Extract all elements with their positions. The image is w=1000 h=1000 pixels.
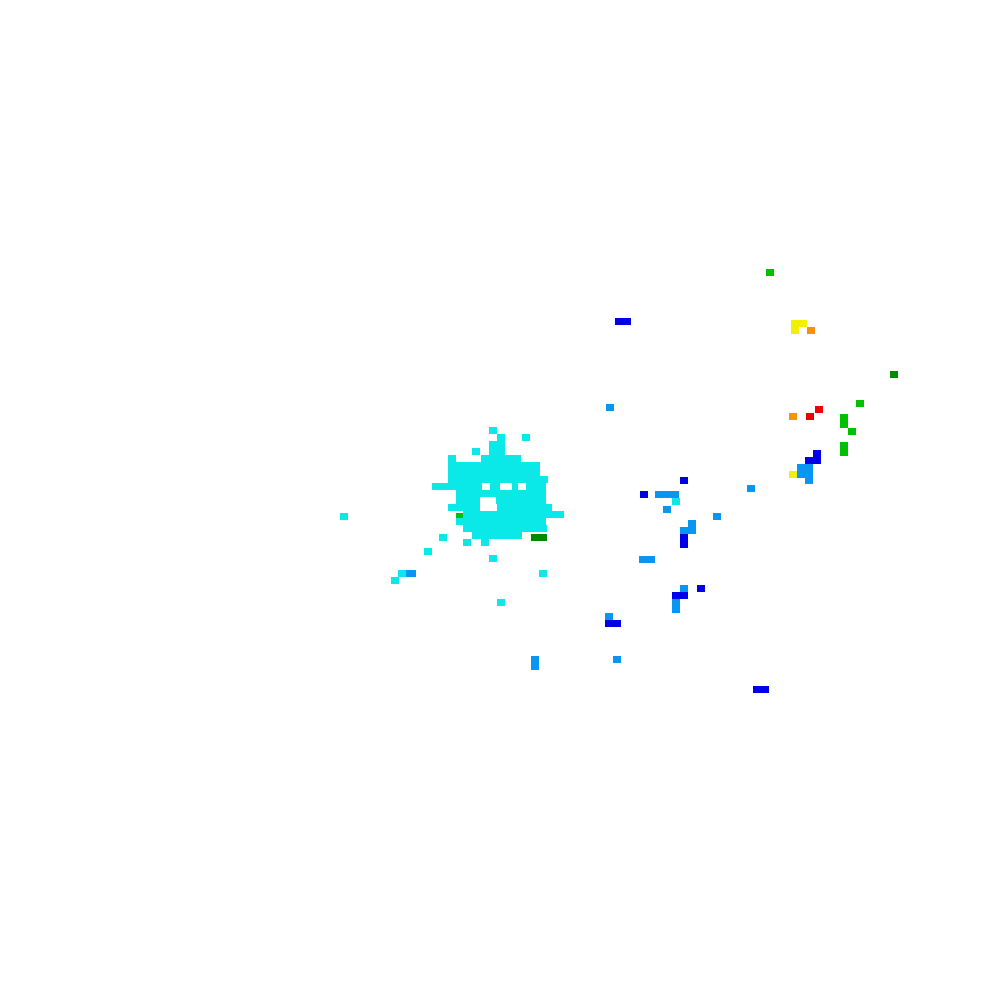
pixel-block xyxy=(439,534,447,541)
pixel-block xyxy=(840,414,848,428)
pixel-block xyxy=(848,428,856,435)
pixel-block xyxy=(815,406,823,413)
pixel-block xyxy=(791,327,799,334)
pixel-block xyxy=(340,513,348,520)
pixel-block xyxy=(531,534,547,541)
pixel-block xyxy=(448,504,480,511)
pixel-block xyxy=(680,534,688,548)
pixel-block xyxy=(789,471,797,478)
pixel-block xyxy=(672,599,680,613)
pixel-block xyxy=(404,570,416,577)
pixel-block xyxy=(805,457,821,464)
pixel-block xyxy=(655,491,679,498)
pixel-block xyxy=(766,269,774,276)
pixel-block xyxy=(497,434,505,441)
pixel-block xyxy=(489,441,505,455)
pixel-block xyxy=(747,485,755,492)
pixel-block xyxy=(448,469,540,476)
pixel-block xyxy=(680,477,688,484)
pixel-block xyxy=(680,527,696,534)
pixel-block xyxy=(639,556,655,563)
pixel-block xyxy=(605,613,613,620)
pixel-block xyxy=(753,686,769,693)
pixel-block xyxy=(856,400,864,407)
pixel-block xyxy=(463,511,564,518)
pixel-block xyxy=(496,497,546,504)
pixel-block xyxy=(713,513,721,520)
pixel-block xyxy=(522,434,530,441)
pixel-block xyxy=(680,585,688,592)
pixel-block xyxy=(539,570,547,577)
pixel-block xyxy=(615,318,631,325)
pixel-block xyxy=(805,477,813,484)
pixel-block xyxy=(497,599,505,606)
pixel-block xyxy=(424,548,432,555)
pixel-block xyxy=(456,513,464,520)
pixel-block xyxy=(472,532,522,539)
pixel-block xyxy=(463,525,547,532)
pixel-block xyxy=(456,518,546,525)
pixel-block xyxy=(606,404,614,411)
pixel-block xyxy=(526,483,546,490)
pixel-block xyxy=(688,520,696,527)
pixel-block xyxy=(490,483,500,490)
pixel-block xyxy=(663,506,671,513)
pixel-block xyxy=(481,455,521,462)
pixel-block xyxy=(640,491,648,498)
pixel-block xyxy=(605,620,621,627)
pixel-block xyxy=(531,656,539,670)
pixel-block xyxy=(481,539,489,546)
pixel-block xyxy=(890,371,898,378)
pixel-block xyxy=(840,442,848,456)
pixel-block xyxy=(672,498,680,505)
pixel-block xyxy=(512,483,518,490)
pixel-block xyxy=(391,577,399,584)
pixel-block xyxy=(789,413,797,420)
pixel-block xyxy=(807,327,815,334)
pixel-block xyxy=(791,320,807,327)
pixel-block xyxy=(489,555,497,562)
pixel-block xyxy=(448,455,456,469)
pixel-block xyxy=(672,592,688,599)
pixel-block xyxy=(448,476,548,483)
pixel-block xyxy=(463,539,471,546)
pixel-block xyxy=(456,497,480,504)
pixel-block xyxy=(398,570,406,577)
pixel-block xyxy=(697,585,705,592)
pixel-block xyxy=(613,656,621,663)
pixel-block xyxy=(456,462,540,469)
pixel-block xyxy=(456,490,546,497)
pixel-block xyxy=(497,504,552,511)
pixel-block xyxy=(432,483,482,490)
pixel-block xyxy=(797,464,813,478)
pixel-block xyxy=(806,413,814,420)
pixel-block xyxy=(489,427,497,434)
pixel-block xyxy=(472,448,480,455)
